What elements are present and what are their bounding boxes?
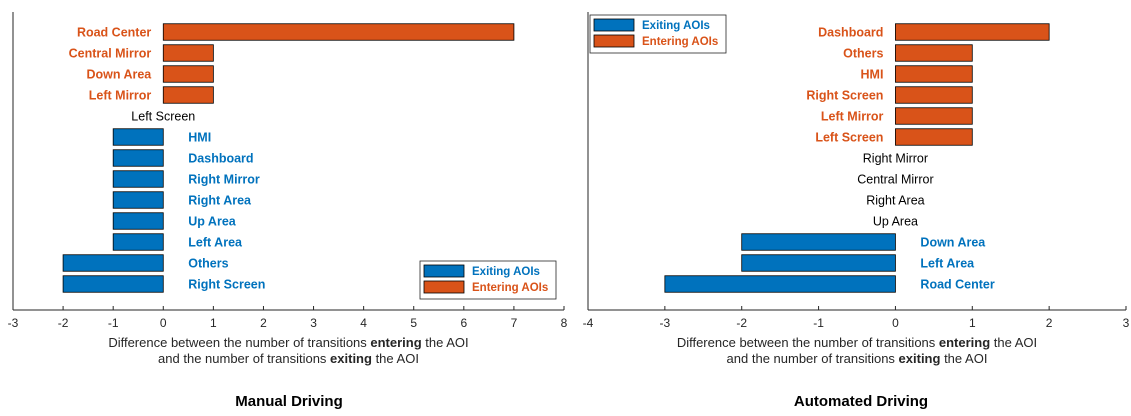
category-label: Left Screen — [131, 110, 195, 124]
bar — [895, 44, 973, 62]
x-tick-label: 0 — [160, 316, 167, 330]
category-label: Right Area — [188, 194, 252, 208]
legend-label: Exiting AOIs — [472, 266, 540, 278]
category-label: Left Screen — [815, 131, 883, 145]
x-tick-label: -2 — [736, 316, 747, 330]
x-tick-label: 5 — [410, 316, 417, 330]
category-label: Left Area — [920, 257, 975, 271]
x-tick-label: 8 — [561, 316, 568, 330]
x-tick-label: 6 — [460, 316, 467, 330]
category-label: Dashboard — [188, 152, 253, 166]
legend-swatch — [593, 18, 635, 32]
x-tick-label: 0 — [892, 316, 899, 330]
bar — [162, 65, 214, 83]
legend-label: Entering AOIs — [472, 282, 548, 294]
bar — [895, 128, 973, 146]
legend: Exiting AOIs Entering AOIs — [419, 260, 557, 300]
x-tick-label: 4 — [360, 316, 367, 330]
bar — [112, 212, 164, 230]
bar — [112, 128, 164, 146]
category-label: Down Area — [920, 236, 986, 250]
category-label: Right Mirror — [863, 152, 928, 166]
category-label: Down Area — [86, 68, 152, 82]
bar — [112, 233, 164, 251]
legend-swatch — [593, 34, 635, 48]
category-label: Road Center — [77, 26, 151, 40]
x-tick-label: 3 — [1123, 316, 1130, 330]
legend-swatch — [423, 280, 465, 294]
bar — [895, 86, 973, 104]
bar — [112, 191, 164, 209]
category-label: Others — [843, 47, 883, 61]
category-label: Right Mirror — [188, 173, 260, 187]
x-tick-label: -1 — [813, 316, 824, 330]
x-tick-label: -3 — [660, 316, 671, 330]
category-label: Road Center — [920, 278, 994, 292]
category-label: Right Area — [866, 194, 924, 208]
category-label: Up Area — [873, 215, 918, 229]
legend-swatch — [423, 264, 465, 278]
bar — [62, 254, 164, 272]
bar — [895, 23, 1050, 41]
bar — [112, 149, 164, 167]
category-label: Right Screen — [806, 89, 883, 103]
category-label: Left Mirror — [89, 89, 152, 103]
legend: Exiting AOIs Entering AOIs — [589, 14, 727, 54]
bar — [162, 23, 515, 41]
legend-label: Exiting AOIs — [642, 20, 710, 32]
category-label: Others — [188, 257, 228, 271]
x-tick-label: -1 — [108, 316, 119, 330]
x-axis-label-line2: and the number of transitions exiting th… — [158, 351, 419, 366]
x-axis-label-line1: Difference between the number of transit… — [108, 335, 468, 350]
category-label: Right Screen — [188, 278, 265, 292]
bar — [741, 233, 896, 251]
category-label: Up Area — [188, 215, 237, 229]
x-tick-label: 1 — [969, 316, 976, 330]
bar — [162, 44, 214, 62]
x-tick-label: -4 — [583, 316, 594, 330]
x-tick-label: -2 — [58, 316, 69, 330]
x-tick-label: 7 — [511, 316, 518, 330]
x-tick-label: 2 — [260, 316, 267, 330]
x-axis-label-line1: Difference between the number of transit… — [677, 335, 1037, 350]
chart-panel-1: -3 -2 -1 0 1 2 3 4 5 6 7 8 Road Center Central Mirror… — [8, 12, 568, 410]
category-label: Dashboard — [818, 26, 883, 40]
x-axis-label-line2: and the number of transitions exiting th… — [727, 351, 988, 366]
legend-label: Entering AOIs — [642, 36, 718, 48]
category-label: Central Mirror — [69, 47, 152, 61]
bar — [162, 86, 214, 104]
x-tick-label: 2 — [1046, 316, 1053, 330]
bar — [895, 107, 973, 125]
category-label: HMI — [188, 131, 211, 145]
bar — [112, 170, 164, 188]
category-label: Left Mirror — [821, 110, 884, 124]
bar — [664, 275, 896, 293]
x-tick-label: 1 — [210, 316, 217, 330]
x-tick-label: 3 — [310, 316, 317, 330]
panel-title: Manual Driving — [235, 393, 343, 410]
bar — [62, 275, 164, 293]
chart-panel-2: -4 -3 -2 -1 0 1 2 3 Dashboard Others HMI Right Scre… — [583, 12, 1130, 410]
x-tick-label: -3 — [8, 316, 19, 330]
bar — [741, 254, 896, 272]
panel-title: Automated Driving — [794, 393, 928, 410]
category-label: Central Mirror — [857, 173, 933, 187]
category-label: Left Area — [188, 236, 243, 250]
bar — [895, 65, 973, 83]
category-label: HMI — [861, 68, 884, 82]
